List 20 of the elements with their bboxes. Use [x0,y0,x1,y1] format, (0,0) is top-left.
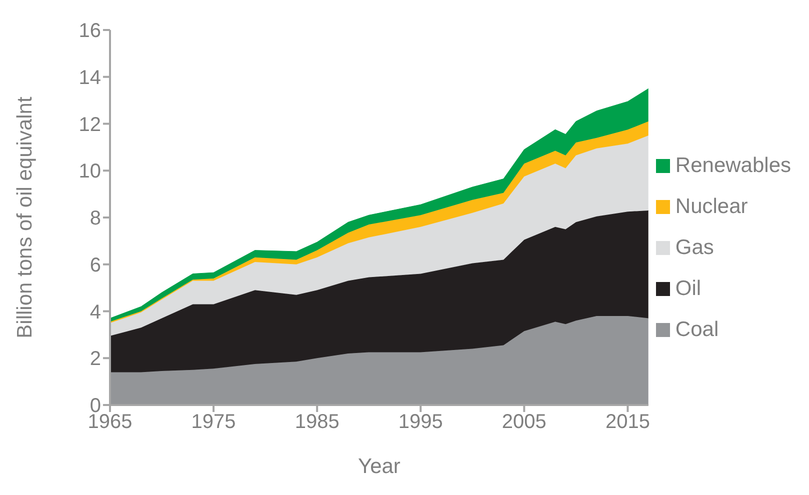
x-tick-label: 1985 [294,411,340,434]
y-tick-label: 6 [90,254,101,276]
legend-label: Gas [675,236,714,260]
legend-label: Nuclear [675,194,748,218]
legend-label: Coal [675,318,719,342]
x-tick-label: 1975 [191,411,236,434]
y-tick-label: 4 [90,301,101,324]
legend-label: Oil [675,276,702,300]
y-axis-title: Billion tons of oil equivalnt [13,96,36,338]
y-tick-label: 8 [90,208,101,230]
y-tick-label: 10 [78,160,101,183]
legend-label: Renewables [675,154,791,178]
y-tick-label: 12 [78,114,101,136]
y-tick-label: 14 [78,66,101,89]
x-tick-label: 2005 [502,411,546,434]
x-axis-title: Year [358,455,400,478]
y-tick-label: 2 [90,348,101,370]
y-tick-label: 16 [78,20,101,42]
x-tick-label: 2015 [605,411,650,434]
x-tick-label: 1995 [398,411,443,434]
